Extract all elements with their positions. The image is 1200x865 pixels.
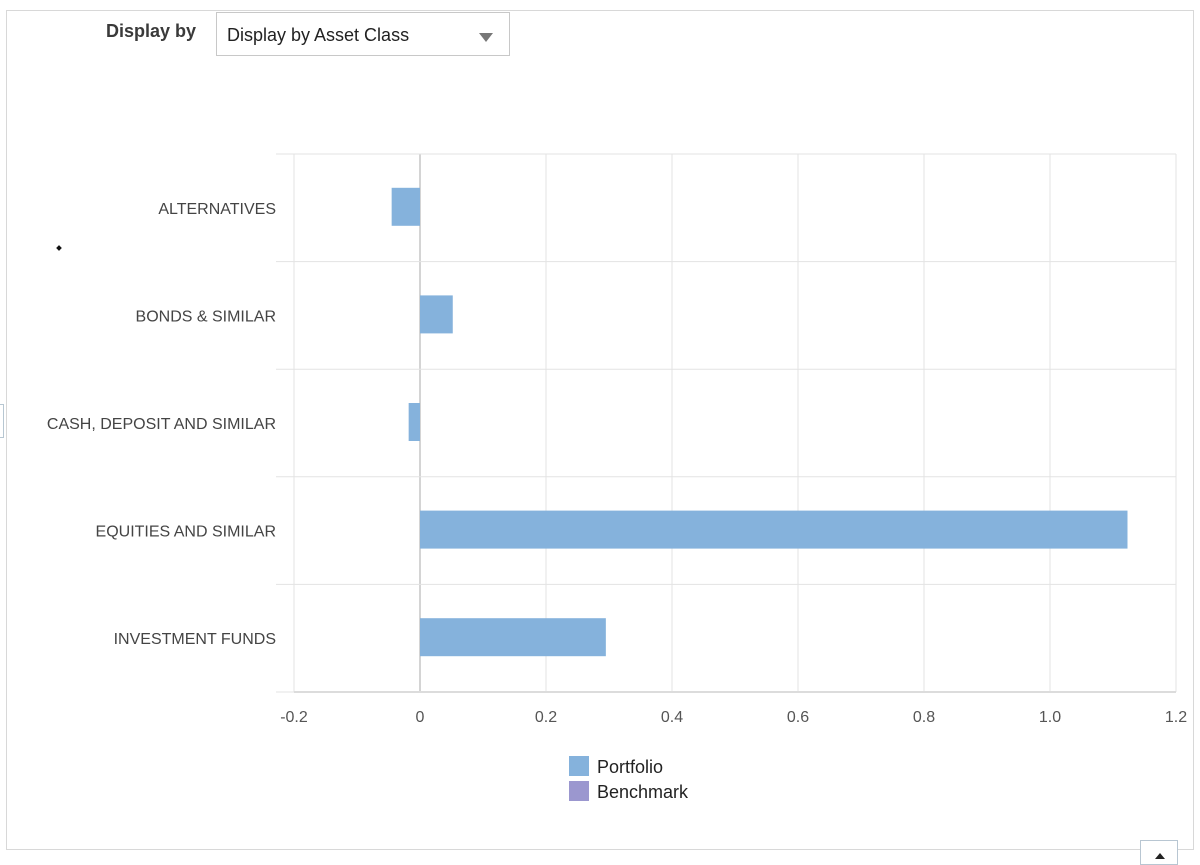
x-tick-label: 1.0 [1039, 709, 1061, 726]
x-tick-label: 0.6 [787, 709, 809, 726]
display-by-select[interactable]: Display by Asset Class [216, 12, 510, 56]
x-tick-label: 0.8 [913, 709, 935, 726]
x-tick-label: 0 [416, 709, 425, 726]
left-edge-handle [0, 404, 4, 438]
chevron-down-icon [479, 33, 493, 42]
x-tick-label: 0.4 [661, 709, 683, 726]
portfolio-bar[interactable] [420, 295, 453, 334]
legend-label-portfolio[interactable]: Portfolio [597, 757, 663, 777]
legend-swatch-benchmark[interactable] [569, 781, 589, 801]
y-category-label: BONDS & SIMILAR [136, 308, 276, 325]
portfolio-bar[interactable] [420, 618, 606, 657]
scroll-up-button[interactable] [1140, 840, 1178, 865]
x-tick-label: -0.2 [280, 709, 308, 726]
y-category-label: EQUITIES AND SIMILAR [96, 524, 276, 541]
chart-grid [276, 153, 1177, 693]
x-tick-label: 0.2 [535, 709, 557, 726]
y-category-label: ALTERNATIVES [158, 201, 276, 218]
arrow-up-icon [1155, 853, 1165, 859]
portfolio-bar[interactable] [391, 187, 420, 226]
chart-legend: Portfolio Benchmark [569, 756, 689, 802]
chart-bars [391, 187, 1128, 657]
portfolio-bar[interactable] [420, 510, 1128, 549]
legend-swatch-portfolio[interactable] [569, 756, 589, 776]
display-by-label: Display by [106, 21, 197, 41]
display-by-selected-value: Display by Asset Class [227, 25, 410, 45]
legend-label-benchmark[interactable]: Benchmark [597, 782, 689, 802]
portfolio-bar[interactable] [408, 403, 420, 441]
chart-panel [6, 10, 1194, 850]
y-category-label: INVESTMENT FUNDS [114, 631, 276, 648]
x-tick-label: 1.2 [1165, 709, 1187, 726]
chart-labels: -0.2 0 0.2 0.4 0.6 0.8 1.0 1.2 ALTERNATIVES BONDS… [47, 201, 1187, 726]
y-category-label: CASH, DEPOSIT AND SIMILAR [47, 416, 276, 433]
